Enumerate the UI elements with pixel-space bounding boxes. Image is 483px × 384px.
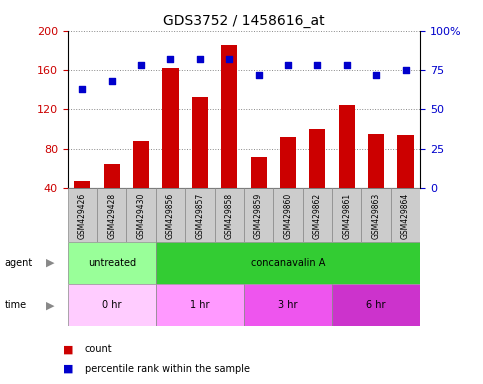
Text: 0 hr: 0 hr bbox=[102, 300, 121, 310]
Text: GSM429857: GSM429857 bbox=[195, 192, 204, 239]
Title: GDS3752 / 1458616_at: GDS3752 / 1458616_at bbox=[163, 14, 325, 28]
Bar bbox=[68, 284, 156, 326]
Text: GSM429861: GSM429861 bbox=[342, 192, 351, 238]
Text: ■: ■ bbox=[63, 344, 73, 354]
Bar bbox=[280, 137, 296, 227]
Text: GSM429859: GSM429859 bbox=[254, 192, 263, 239]
Bar bbox=[244, 188, 273, 242]
Bar bbox=[104, 164, 120, 227]
Point bbox=[313, 62, 321, 68]
Point bbox=[167, 56, 174, 62]
Point bbox=[284, 62, 292, 68]
Text: GSM429860: GSM429860 bbox=[284, 192, 293, 239]
Point bbox=[343, 62, 351, 68]
Bar bbox=[162, 68, 179, 227]
Point bbox=[255, 72, 262, 78]
Text: percentile rank within the sample: percentile rank within the sample bbox=[85, 364, 250, 374]
Text: agent: agent bbox=[5, 258, 33, 268]
Text: ■: ■ bbox=[63, 364, 73, 374]
Bar bbox=[332, 284, 420, 326]
Point bbox=[372, 72, 380, 78]
Point bbox=[108, 78, 115, 84]
Text: ▶: ▶ bbox=[46, 300, 55, 310]
Bar bbox=[332, 188, 361, 242]
Bar bbox=[303, 188, 332, 242]
Bar bbox=[244, 284, 332, 326]
Bar bbox=[185, 188, 214, 242]
Bar bbox=[368, 134, 384, 227]
Bar bbox=[251, 157, 267, 227]
Bar bbox=[398, 135, 413, 227]
Text: 6 hr: 6 hr bbox=[367, 300, 386, 310]
Point bbox=[196, 56, 204, 62]
Bar bbox=[74, 181, 90, 227]
Bar bbox=[68, 188, 97, 242]
Bar bbox=[68, 242, 156, 284]
Bar bbox=[361, 188, 391, 242]
Point bbox=[78, 86, 86, 92]
Bar bbox=[309, 129, 326, 227]
Bar bbox=[156, 284, 244, 326]
Bar bbox=[133, 141, 149, 227]
Bar bbox=[156, 242, 420, 284]
Text: GSM429862: GSM429862 bbox=[313, 192, 322, 238]
Text: GSM429426: GSM429426 bbox=[78, 192, 87, 239]
Point bbox=[226, 56, 233, 62]
Text: count: count bbox=[85, 344, 112, 354]
Text: 1 hr: 1 hr bbox=[190, 300, 210, 310]
Text: GSM429428: GSM429428 bbox=[107, 192, 116, 238]
Text: GSM429856: GSM429856 bbox=[166, 192, 175, 239]
Text: ▶: ▶ bbox=[46, 258, 55, 268]
Bar bbox=[192, 97, 208, 227]
Text: GSM429858: GSM429858 bbox=[225, 192, 234, 238]
Text: concanavalin A: concanavalin A bbox=[251, 258, 325, 268]
Bar bbox=[156, 188, 185, 242]
Bar bbox=[214, 188, 244, 242]
Bar bbox=[221, 45, 237, 227]
Text: time: time bbox=[5, 300, 27, 310]
Text: 3 hr: 3 hr bbox=[278, 300, 298, 310]
Bar bbox=[127, 188, 156, 242]
Text: GSM429864: GSM429864 bbox=[401, 192, 410, 239]
Text: untreated: untreated bbox=[87, 258, 136, 268]
Bar bbox=[273, 188, 303, 242]
Point bbox=[137, 62, 145, 68]
Bar bbox=[391, 188, 420, 242]
Text: GSM429863: GSM429863 bbox=[371, 192, 381, 239]
Bar bbox=[339, 104, 355, 227]
Point bbox=[402, 67, 410, 73]
Bar bbox=[97, 188, 127, 242]
Text: GSM429430: GSM429430 bbox=[137, 192, 145, 239]
